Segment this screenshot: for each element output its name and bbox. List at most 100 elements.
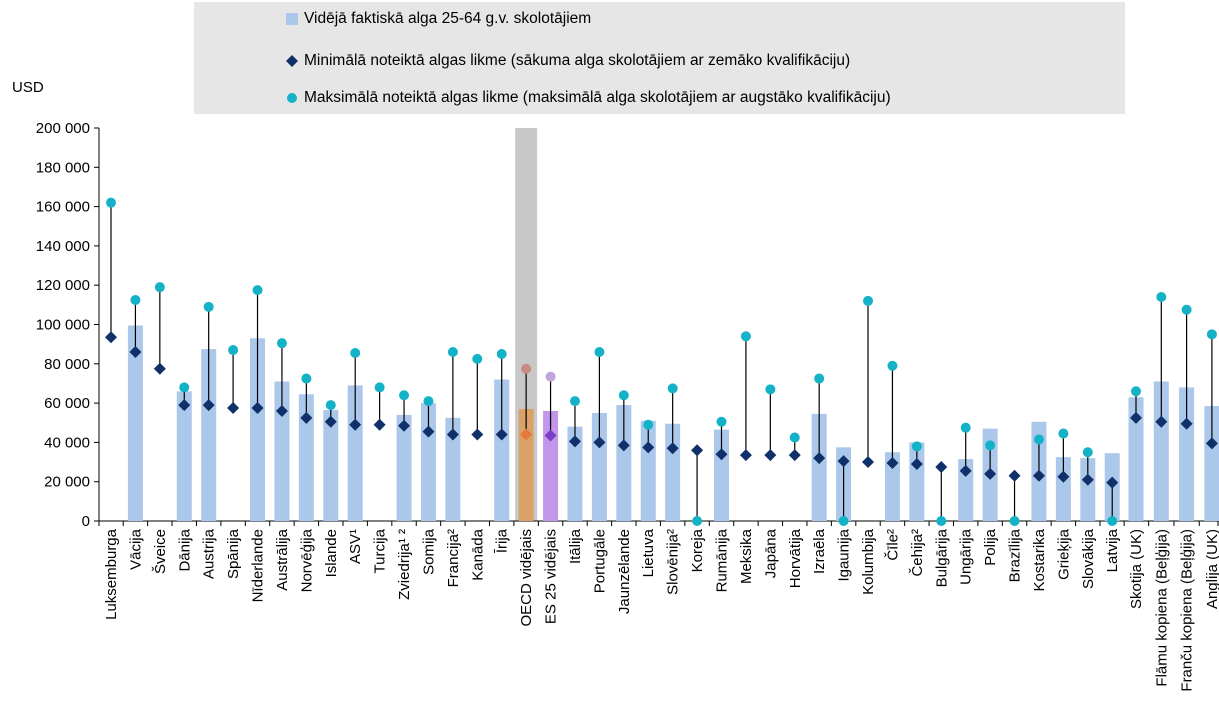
x-tick-label: Rumānija	[714, 528, 731, 592]
max-marker	[228, 345, 239, 356]
min-marker	[642, 441, 655, 454]
min-marker	[1008, 469, 1021, 482]
axis-layer: 0 20 000 40 000 60 000 80 000 100 000 120 000 1…	[36, 120, 1219, 530]
max-marker	[423, 396, 434, 407]
legend-bar-swatch	[286, 12, 298, 25]
min-marker	[544, 429, 557, 442]
max-marker	[301, 373, 312, 384]
max-marker	[496, 348, 507, 359]
y-tick-label: 40 000	[44, 434, 90, 451]
max-marker	[740, 331, 751, 342]
legend-item-max: Maksimālā noteiktā algas likme (maksimāl…	[286, 89, 891, 107]
x-tick-label: Izraēla	[811, 528, 828, 574]
min-marker	[984, 467, 997, 480]
x-tick-label: Lietuva	[640, 528, 657, 577]
min-marker	[1057, 470, 1070, 483]
min-marker	[617, 439, 630, 452]
bar	[250, 338, 266, 521]
max-marker	[594, 347, 605, 358]
x-tick-label: Brazīlija	[1007, 528, 1024, 582]
x-tick-label: Slovākija	[1080, 528, 1097, 589]
min-marker	[398, 419, 411, 432]
x-tick-label: Islande	[323, 529, 340, 577]
y-tick-label: 120 000	[36, 277, 90, 294]
min-marker	[446, 428, 459, 441]
y-tick-label: 0	[82, 513, 90, 530]
x-tick-label: Koreja	[689, 528, 706, 572]
bar	[518, 408, 534, 521]
max-marker	[154, 282, 165, 293]
max-marker	[276, 338, 287, 349]
x-tick-label: Austrālija	[274, 528, 291, 590]
x-tick-label: Čehija²	[909, 529, 926, 577]
max-marker	[203, 301, 214, 312]
max-marker	[130, 294, 141, 305]
min-marker	[1106, 476, 1119, 489]
max-marker	[618, 390, 629, 401]
legend-circle-icon	[287, 92, 297, 103]
x-tick-label: Franču kopiena (Beļģija)	[1179, 529, 1196, 692]
min-marker	[129, 346, 142, 359]
x-tick-label: Polija	[982, 528, 999, 565]
marker-layer	[105, 197, 1218, 526]
min-marker	[935, 460, 948, 473]
x-tick-label: Igaunija	[836, 528, 853, 581]
bar	[1153, 381, 1169, 521]
bar	[567, 426, 583, 521]
x-tick-label: Šveice	[152, 529, 169, 574]
min-marker	[788, 449, 801, 462]
min-marker	[1081, 473, 1094, 486]
x-tick-label: Dānija	[176, 528, 193, 571]
x-tick-label: Kolumbija	[860, 528, 877, 595]
max-marker	[692, 516, 703, 526]
x-tick-label: Turcija	[372, 528, 389, 573]
x-tick-label: Anglija (UK)	[1204, 529, 1219, 609]
x-tick-label: Norvēģija	[298, 528, 315, 592]
max-marker	[1181, 304, 1192, 315]
x-tick-label: ES 25 vidējais	[543, 529, 560, 624]
x-tick-label: Francija²	[445, 529, 462, 587]
max-marker	[765, 384, 776, 395]
max-marker	[985, 440, 996, 451]
max-marker	[1033, 434, 1044, 445]
x-tick-label: Ungārija	[958, 528, 975, 585]
min-marker	[666, 442, 679, 455]
max-marker	[521, 363, 532, 374]
legend-item-min: Minimālā noteiktā algas likme (sākuma al…	[286, 52, 850, 70]
max-marker	[1156, 291, 1167, 302]
min-marker	[202, 399, 215, 412]
min-marker	[471, 428, 484, 441]
bar	[274, 381, 290, 521]
x-tick-label: Slovēnija²	[665, 529, 682, 595]
min-marker	[910, 458, 923, 471]
bar	[591, 412, 607, 521]
min-marker	[739, 449, 752, 462]
x-tick-label: OECD vidējais	[518, 529, 535, 627]
y-tick-label: 140 000	[36, 238, 90, 255]
x-tick-label: ASV¹	[347, 529, 364, 564]
x-tick-label: Vācija	[127, 528, 144, 570]
max-marker	[789, 432, 800, 443]
x-tick-label: Meksika	[738, 528, 755, 584]
bar	[1055, 457, 1071, 521]
bar	[958, 459, 974, 521]
y-tick-label: 80 000	[44, 356, 90, 373]
bar	[494, 379, 510, 521]
max-marker	[716, 416, 727, 427]
max-marker	[643, 419, 654, 430]
min-marker	[373, 418, 386, 431]
x-tick-label: Īrija	[494, 528, 511, 553]
min-marker	[349, 418, 362, 431]
min-marker	[520, 428, 533, 441]
min-marker	[715, 448, 728, 461]
x-tick-label: Flāmu kopiena (Beļģija)	[1153, 529, 1170, 687]
legend: Vidējā faktiskā alga 25-64 g.v. skolotāj…	[194, 2, 1125, 114]
max-marker	[325, 400, 336, 411]
x-tick-label: Spānija	[225, 528, 242, 579]
min-marker	[1155, 415, 1168, 428]
bar	[1204, 406, 1219, 521]
min-marker	[886, 457, 899, 470]
legend-diamond-icon	[286, 54, 298, 67]
x-tick-label: Luksemburga	[103, 528, 120, 620]
x-tick-label: Nīderlande	[250, 529, 267, 602]
